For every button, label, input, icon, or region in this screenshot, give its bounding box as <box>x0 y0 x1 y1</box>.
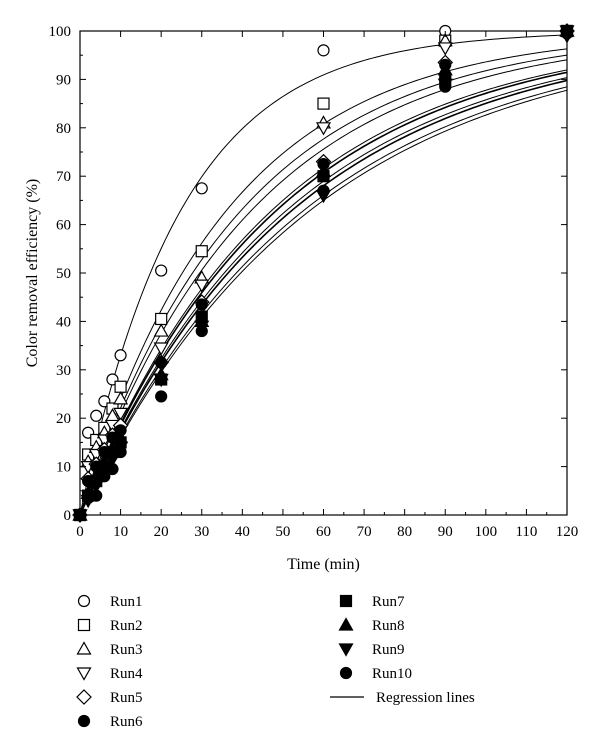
y-tick-label: 70 <box>56 169 71 185</box>
data-point <box>114 349 127 362</box>
data-point <box>106 462 119 476</box>
regression-line-7 <box>79 79 568 516</box>
data-point <box>114 380 127 393</box>
legend-marker <box>339 666 353 680</box>
legend-marker <box>339 594 353 608</box>
data-point <box>195 324 208 338</box>
data-point <box>113 407 129 422</box>
data-point <box>114 445 127 459</box>
regression-line-5 <box>79 69 568 516</box>
data-point <box>153 323 169 337</box>
data-point <box>194 279 210 293</box>
data-point <box>315 122 332 136</box>
x-tick-label: 10 <box>113 524 128 540</box>
data-point <box>113 391 129 405</box>
y-tick-label: 0 <box>64 508 72 524</box>
y-tick-label: 80 <box>56 121 71 137</box>
x-tick-label: 120 <box>556 524 579 540</box>
y-tick-label: 100 <box>49 24 72 40</box>
data-point <box>88 480 104 494</box>
legend-marker <box>76 641 92 655</box>
data-point <box>153 342 169 356</box>
x-tick-label: 80 <box>397 524 412 540</box>
legend-marker <box>77 618 91 632</box>
regression-line-9 <box>79 86 568 516</box>
x-tick-label: 30 <box>194 524 209 540</box>
x-axis: 0 10 20 30 40 50 60 70 80 90 100 110 120 <box>76 31 578 540</box>
legend-marker <box>76 689 92 705</box>
data-point <box>104 453 120 468</box>
series-run10 <box>73 27 574 522</box>
legend-marker <box>338 617 354 631</box>
legend-label: Run6 <box>110 714 143 730</box>
data-point <box>153 373 169 388</box>
legend-label: Run7 <box>372 594 405 610</box>
x-tick-label: 110 <box>515 524 537 540</box>
legend-label: Run5 <box>110 690 143 706</box>
legend-marker <box>77 594 91 608</box>
x-axis-title: Time (min) <box>287 556 360 573</box>
legend-marker <box>77 714 91 728</box>
legend-marker <box>338 643 354 657</box>
y-tick-label: 30 <box>56 363 71 379</box>
data-markers <box>72 23 575 523</box>
y-tick-label: 50 <box>56 266 71 282</box>
data-point <box>155 312 168 326</box>
x-tick-label: 70 <box>357 524 372 540</box>
y-tick-label: 20 <box>56 411 71 427</box>
data-point <box>155 264 168 277</box>
regression-line-8 <box>79 77 568 516</box>
data-point <box>437 62 453 76</box>
data-point <box>98 470 111 483</box>
data-point <box>195 245 208 258</box>
legend-label: Run1 <box>110 594 143 610</box>
x-tick-label: 50 <box>275 524 290 540</box>
legend-label: Run10 <box>372 666 412 682</box>
data-point <box>315 163 332 177</box>
y-tick-label: 40 <box>56 314 71 330</box>
regression-line-1 <box>79 34 568 516</box>
legend-label: Run8 <box>372 618 405 634</box>
data-point <box>90 409 103 422</box>
x-tick-label: 100 <box>475 524 498 540</box>
legend-label: Run3 <box>110 642 143 658</box>
y-tick-label: 10 <box>56 460 71 476</box>
data-point <box>195 182 208 195</box>
x-tick-label: 0 <box>76 524 84 540</box>
data-point <box>317 184 330 197</box>
legend: Run1 Run2 Run3 Run4 Run5 Run6 Run7 Run8 Run9 Run1… <box>76 594 475 730</box>
data-point <box>90 489 103 502</box>
data-point <box>439 80 452 93</box>
data-point <box>195 298 208 311</box>
legend-marker <box>76 667 92 681</box>
data-point <box>155 356 168 369</box>
legend-regression-label: Regression lines <box>376 690 475 706</box>
data-point <box>317 44 330 57</box>
legend-label: Run2 <box>110 618 143 634</box>
y-axis: 0 10 20 30 40 50 60 70 80 90 100 <box>49 24 567 524</box>
x-tick-label: 20 <box>154 524 169 540</box>
x-tick-label: 40 <box>235 524 250 540</box>
legend-label: Run9 <box>372 642 405 658</box>
x-tick-label: 90 <box>438 524 453 540</box>
data-point <box>437 42 453 56</box>
y-tick-label: 90 <box>56 72 71 88</box>
data-point <box>317 97 330 110</box>
legend-label: Run4 <box>110 666 143 682</box>
y-tick-label: 60 <box>56 218 71 234</box>
data-point <box>155 390 168 403</box>
x-tick-label: 60 <box>316 524 331 540</box>
y-axis-title: Color removal efficiency (%) <box>24 179 41 368</box>
